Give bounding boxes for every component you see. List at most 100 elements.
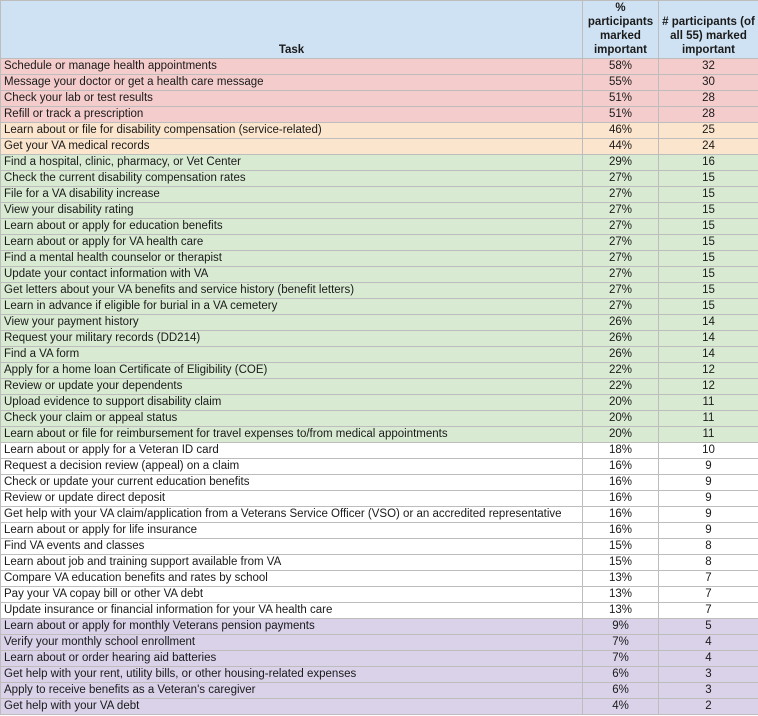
- task-cell: Get your VA medical records: [0, 138, 583, 155]
- task-cell: Learn about or order hearing aid batteri…: [0, 650, 583, 667]
- task-cell: Get help with your VA claim/application …: [0, 506, 583, 523]
- count-cell: 9: [658, 506, 758, 523]
- percent-cell: 27%: [582, 234, 659, 251]
- percent-cell: 16%: [582, 474, 659, 491]
- table-row: Find a hospital, clinic, pharmacy, or Ve…: [0, 154, 758, 171]
- table-row: Learn about or file for disability compe…: [0, 122, 758, 139]
- task-cell: View your payment history: [0, 314, 583, 331]
- task-cell: Review or update your dependents: [0, 378, 583, 395]
- count-cell: 3: [658, 666, 758, 683]
- percent-cell: 15%: [582, 538, 659, 555]
- count-cell: 10: [658, 442, 758, 459]
- percent-cell: 13%: [582, 602, 659, 619]
- percent-cell: 6%: [582, 666, 659, 683]
- count-cell: 9: [658, 490, 758, 507]
- table-row: Get help with your VA claim/application …: [0, 506, 758, 523]
- task-cell: Review or update direct deposit: [0, 490, 583, 507]
- count-cell: 24: [658, 138, 758, 155]
- table-row: Check your claim or appeal status 20% 11: [0, 410, 758, 427]
- percent-cell: 27%: [582, 282, 659, 299]
- table-body: Schedule or manage health appointments 58…: [0, 58, 758, 715]
- count-cell: 15: [658, 250, 758, 267]
- count-cell: 15: [658, 234, 758, 251]
- percent-cell: 20%: [582, 394, 659, 411]
- task-cell: Check the current disability compensatio…: [0, 170, 583, 187]
- count-cell: 9: [658, 522, 758, 539]
- percent-cell: 44%: [582, 138, 659, 155]
- percent-cell: 46%: [582, 122, 659, 139]
- table-row: Get letters about your VA benefits and s…: [0, 282, 758, 299]
- task-cell: Request a decision review (appeal) on a …: [0, 458, 583, 475]
- table-row: View your payment history 26% 14: [0, 314, 758, 331]
- percent-cell: 13%: [582, 570, 659, 587]
- table-row: Apply for a home loan Certificate of Eli…: [0, 362, 758, 379]
- percent-cell: 16%: [582, 490, 659, 507]
- count-cell: 15: [658, 298, 758, 315]
- column-header-count: # participants (of all 55) marked import…: [658, 0, 758, 59]
- percent-cell: 16%: [582, 506, 659, 523]
- percent-cell: 27%: [582, 186, 659, 203]
- table-row: Pay your VA copay bill or other VA debt 1…: [0, 586, 758, 603]
- percent-cell: 15%: [582, 554, 659, 571]
- table-row: Find a mental health counselor or therap…: [0, 250, 758, 267]
- task-cell: Compare VA education benefits and rates …: [0, 570, 583, 587]
- task-cell: Verify your monthly school enrollment: [0, 634, 583, 651]
- table-row: Schedule or manage health appointments 58…: [0, 58, 758, 75]
- table-row: Upload evidence to support disability cl…: [0, 394, 758, 411]
- table-row: Update your contact information with VA 2…: [0, 266, 758, 283]
- count-cell: 28: [658, 106, 758, 123]
- count-cell: 14: [658, 330, 758, 347]
- count-cell: 4: [658, 650, 758, 667]
- count-cell: 28: [658, 90, 758, 107]
- table-row: Learn about job and training support ava…: [0, 554, 758, 571]
- task-cell: Check or update your current education b…: [0, 474, 583, 491]
- table-row: Learn about or file for reimbursement fo…: [0, 426, 758, 443]
- count-cell: 9: [658, 474, 758, 491]
- task-cell: Find VA events and classes: [0, 538, 583, 555]
- count-cell: 8: [658, 554, 758, 571]
- task-cell: View your disability rating: [0, 202, 583, 219]
- count-cell: 5: [658, 618, 758, 635]
- table-row: Learn about or apply for a Veteran ID ca…: [0, 442, 758, 459]
- task-cell: Learn about or apply for life insurance: [0, 522, 583, 539]
- percent-cell: 6%: [582, 682, 659, 699]
- table-row: File for a VA disability increase 27% 15: [0, 186, 758, 203]
- count-cell: 14: [658, 346, 758, 363]
- header-row: Task % participants marked important # p…: [0, 0, 758, 59]
- table-row: Check the current disability compensatio…: [0, 170, 758, 187]
- count-cell: 11: [658, 410, 758, 427]
- percent-cell: 27%: [582, 202, 659, 219]
- percent-cell: 51%: [582, 106, 659, 123]
- percent-cell: 22%: [582, 378, 659, 395]
- count-cell: 15: [658, 218, 758, 235]
- count-cell: 32: [658, 58, 758, 75]
- task-cell: File for a VA disability increase: [0, 186, 583, 203]
- table-row: Learn about or apply for education benef…: [0, 218, 758, 235]
- task-cell: Check your lab or test results: [0, 90, 583, 107]
- percent-cell: 7%: [582, 650, 659, 667]
- percent-cell: 55%: [582, 74, 659, 91]
- count-cell: 4: [658, 634, 758, 651]
- percent-cell: 51%: [582, 90, 659, 107]
- count-cell: 12: [658, 378, 758, 395]
- count-cell: 15: [658, 186, 758, 203]
- task-cell: Learn in advance if eligible for burial …: [0, 298, 583, 315]
- table-row: Learn in advance if eligible for burial …: [0, 298, 758, 315]
- percent-cell: 27%: [582, 250, 659, 267]
- task-cell: Learn about or apply for a Veteran ID ca…: [0, 442, 583, 459]
- count-cell: 25: [658, 122, 758, 139]
- task-cell: Check your claim or appeal status: [0, 410, 583, 427]
- percent-cell: 22%: [582, 362, 659, 379]
- percent-cell: 26%: [582, 314, 659, 331]
- task-cell: Learn about or apply for VA health care: [0, 234, 583, 251]
- count-cell: 30: [658, 74, 758, 91]
- count-cell: 16: [658, 154, 758, 171]
- task-cell: Learn about or file for reimbursement fo…: [0, 426, 583, 443]
- task-cell: Learn about or apply for education benef…: [0, 218, 583, 235]
- table-row: Get your VA medical records 44% 24: [0, 138, 758, 155]
- table-row: Apply to receive benefits as a Veteran's…: [0, 682, 758, 699]
- column-header-percent: % participants marked important: [582, 0, 659, 59]
- percent-cell: 27%: [582, 170, 659, 187]
- count-cell: 11: [658, 394, 758, 411]
- count-cell: 8: [658, 538, 758, 555]
